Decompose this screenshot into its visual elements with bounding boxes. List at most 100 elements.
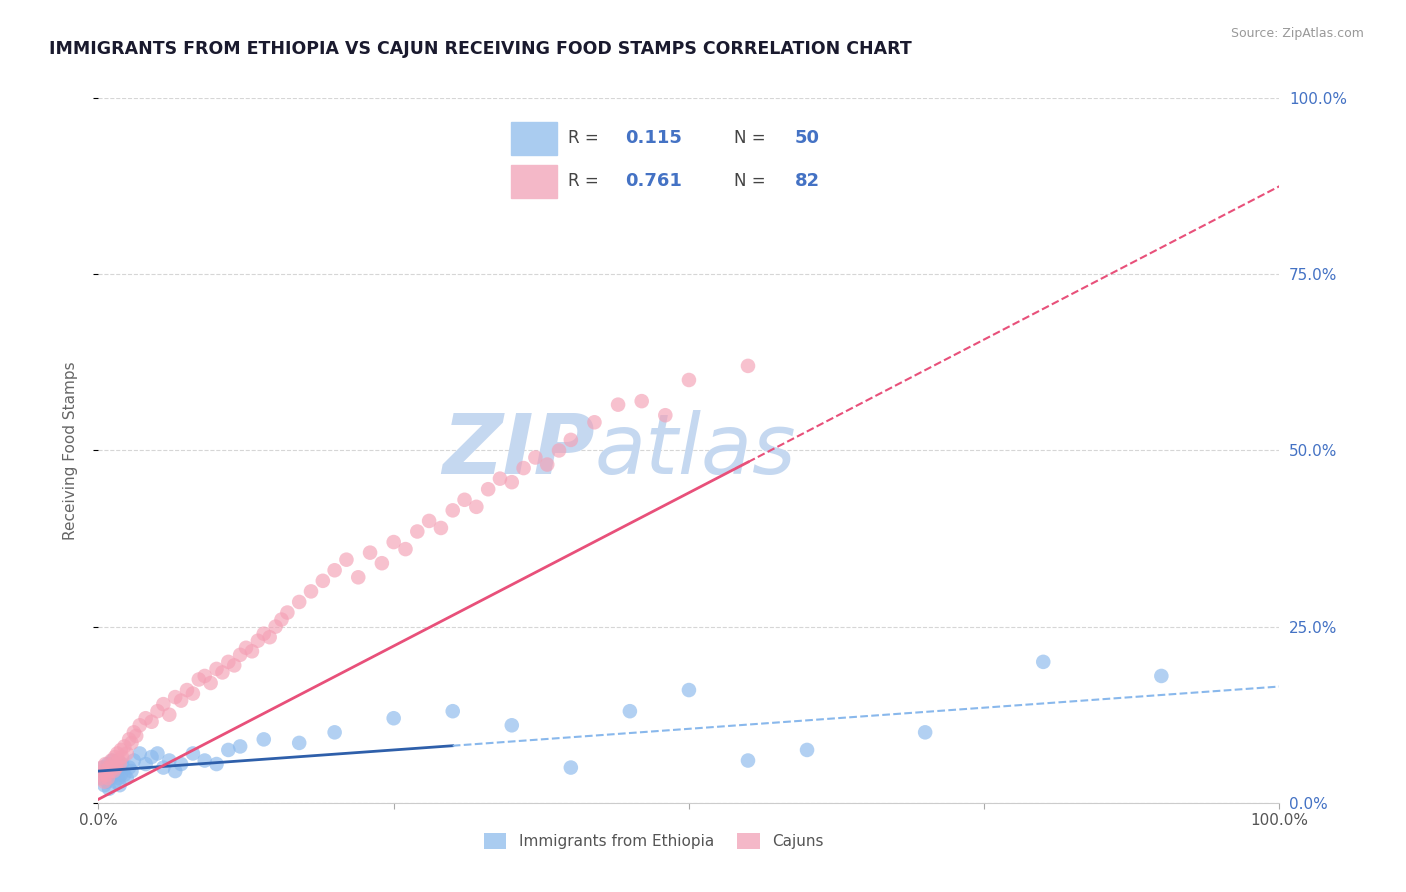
Point xyxy=(205,662,228,676)
Point xyxy=(235,640,257,655)
Point xyxy=(205,757,228,772)
Point xyxy=(264,619,287,633)
Point xyxy=(359,546,381,560)
Point xyxy=(125,729,148,743)
Point xyxy=(170,757,193,772)
Point xyxy=(91,760,114,774)
Point xyxy=(112,767,135,781)
Point xyxy=(288,736,311,750)
Point xyxy=(122,754,145,768)
Point xyxy=(737,359,759,373)
Point xyxy=(105,747,128,761)
Point xyxy=(165,690,187,705)
Point xyxy=(118,760,141,774)
Point xyxy=(371,556,394,570)
Point xyxy=(103,764,125,778)
Point xyxy=(110,743,132,757)
Point xyxy=(110,767,132,781)
Point xyxy=(98,764,121,778)
Point xyxy=(288,595,311,609)
Point xyxy=(96,767,118,781)
Point xyxy=(323,563,346,577)
Point xyxy=(501,718,523,732)
Point xyxy=(157,754,180,768)
Point xyxy=(146,704,169,718)
Point xyxy=(914,725,936,739)
Point xyxy=(97,757,120,772)
Point xyxy=(93,774,115,789)
Point xyxy=(335,552,357,566)
Text: Source: ZipAtlas.com: Source: ZipAtlas.com xyxy=(1230,27,1364,40)
Point xyxy=(253,732,276,747)
Point xyxy=(607,398,630,412)
Point xyxy=(152,697,174,711)
Text: IMMIGRANTS FROM ETHIOPIA VS CAJUN RECEIVING FOOD STAMPS CORRELATION CHART: IMMIGRANTS FROM ETHIOPIA VS CAJUN RECEIV… xyxy=(49,40,912,58)
Point xyxy=(105,760,128,774)
Point xyxy=(246,633,269,648)
Point xyxy=(270,613,292,627)
Point xyxy=(217,655,239,669)
Point xyxy=(276,606,298,620)
Point xyxy=(382,535,405,549)
Point xyxy=(122,725,145,739)
Point xyxy=(107,771,129,785)
Text: ZIP: ZIP xyxy=(441,410,595,491)
Point xyxy=(441,704,464,718)
Point xyxy=(152,760,174,774)
Point xyxy=(115,771,138,785)
Point xyxy=(465,500,488,514)
Point xyxy=(406,524,429,539)
Point xyxy=(104,750,127,764)
Point xyxy=(170,693,193,707)
Point xyxy=(536,458,558,472)
Point xyxy=(224,658,246,673)
Point xyxy=(108,757,131,772)
Point xyxy=(217,743,239,757)
Point xyxy=(229,648,252,662)
Point xyxy=(103,767,125,781)
Point xyxy=(382,711,405,725)
Point xyxy=(141,714,163,729)
Point xyxy=(187,673,209,687)
Point xyxy=(98,764,121,778)
Point xyxy=(678,373,700,387)
Point xyxy=(418,514,440,528)
Point xyxy=(90,771,112,785)
Point xyxy=(583,415,606,429)
Point xyxy=(737,754,759,768)
Point xyxy=(181,747,204,761)
Point xyxy=(98,760,121,774)
Point xyxy=(194,754,217,768)
Point xyxy=(141,750,163,764)
Point xyxy=(104,774,127,789)
Point xyxy=(128,747,150,761)
Point xyxy=(112,739,135,754)
Point xyxy=(111,757,134,772)
Point xyxy=(108,778,131,792)
Point xyxy=(135,757,157,772)
Point xyxy=(94,757,117,772)
Point xyxy=(347,570,370,584)
Point xyxy=(200,676,222,690)
Point xyxy=(157,707,180,722)
Point xyxy=(135,711,157,725)
Point xyxy=(115,747,138,761)
Point xyxy=(91,764,114,778)
Point xyxy=(489,472,512,486)
Point xyxy=(477,482,499,496)
Text: atlas: atlas xyxy=(595,410,796,491)
Point xyxy=(181,687,204,701)
Point xyxy=(105,764,128,778)
Point xyxy=(524,450,547,465)
Point xyxy=(91,760,114,774)
Point xyxy=(121,736,143,750)
Point xyxy=(118,732,141,747)
Point xyxy=(1150,669,1173,683)
Point xyxy=(796,743,818,757)
Point xyxy=(165,764,187,778)
Point xyxy=(560,433,582,447)
Point xyxy=(101,757,124,772)
Point xyxy=(312,574,335,588)
Point xyxy=(1032,655,1054,669)
Point xyxy=(100,771,122,785)
